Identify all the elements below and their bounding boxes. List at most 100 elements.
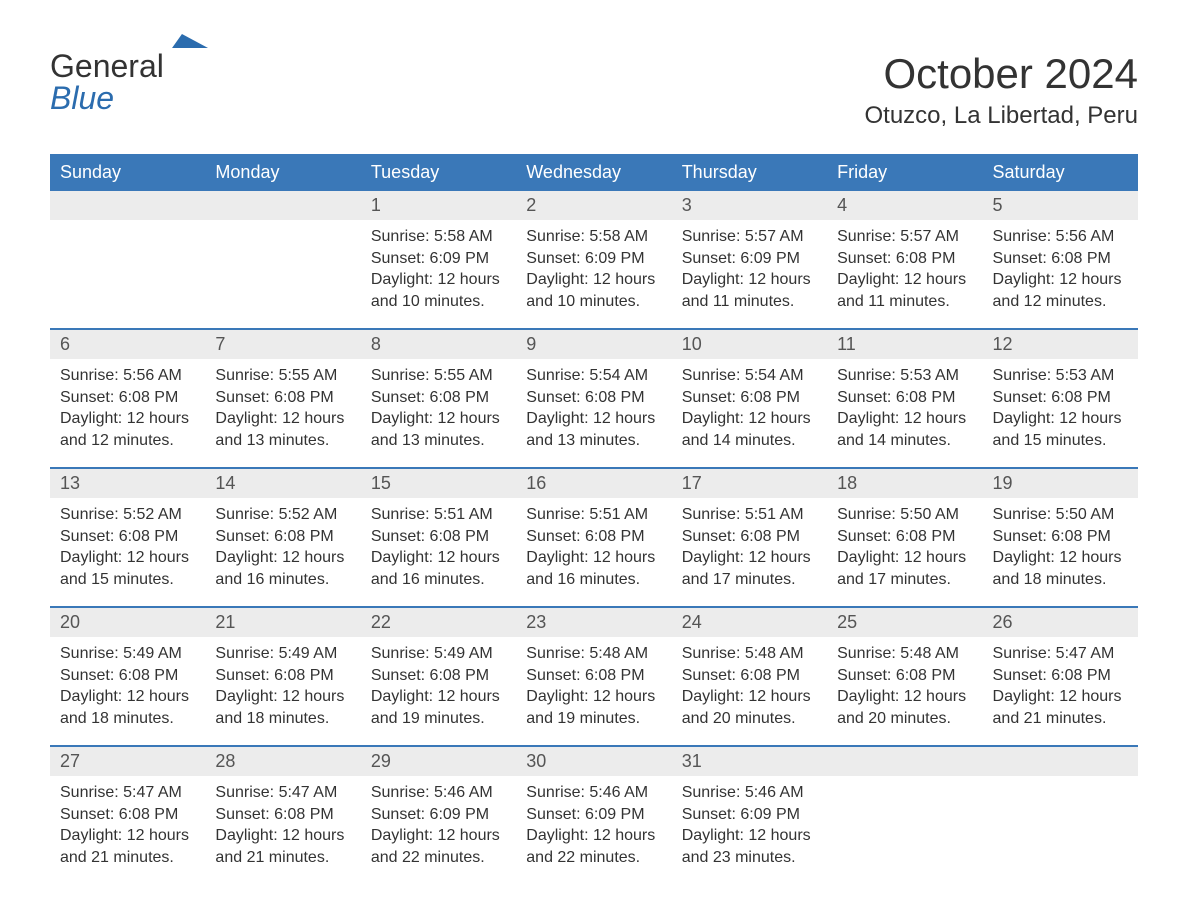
sunrise-text: Sunrise: 5:52 AM [60, 504, 195, 526]
sunrise-text: Sunrise: 5:49 AM [371, 643, 506, 665]
day-cell: Sunrise: 5:54 AMSunset: 6:08 PMDaylight:… [516, 359, 671, 467]
daylight-text-line1: Daylight: 12 hours [371, 686, 506, 708]
sunset-text: Sunset: 6:08 PM [215, 804, 350, 826]
sunset-text: Sunset: 6:08 PM [215, 665, 350, 687]
sunrise-text: Sunrise: 5:47 AM [215, 782, 350, 804]
day-number: 30 [516, 747, 671, 776]
sunrise-text: Sunrise: 5:54 AM [682, 365, 817, 387]
day-header-sunday: Sunday [50, 154, 205, 191]
day-header-friday: Friday [827, 154, 982, 191]
daylight-text-line2: and 14 minutes. [837, 430, 972, 452]
day-number: 22 [361, 608, 516, 637]
sunset-text: Sunset: 6:08 PM [682, 526, 817, 548]
day-number-row: 2728293031 [50, 747, 1138, 776]
day-number: 24 [672, 608, 827, 637]
sunrise-text: Sunrise: 5:57 AM [837, 226, 972, 248]
daylight-text-line2: and 18 minutes. [993, 569, 1128, 591]
sunset-text: Sunset: 6:08 PM [993, 387, 1128, 409]
sunrise-text: Sunrise: 5:50 AM [993, 504, 1128, 526]
day-cell: Sunrise: 5:48 AMSunset: 6:08 PMDaylight:… [516, 637, 671, 745]
sunset-text: Sunset: 6:09 PM [371, 804, 506, 826]
week-row: 6789101112Sunrise: 5:56 AMSunset: 6:08 P… [50, 328, 1138, 467]
sunrise-text: Sunrise: 5:55 AM [371, 365, 506, 387]
day-cell: Sunrise: 5:50 AMSunset: 6:08 PMDaylight:… [827, 498, 982, 606]
day-number: 14 [205, 469, 360, 498]
day-cell: Sunrise: 5:55 AMSunset: 6:08 PMDaylight:… [361, 359, 516, 467]
sunrise-text: Sunrise: 5:51 AM [371, 504, 506, 526]
day-cell: Sunrise: 5:49 AMSunset: 6:08 PMDaylight:… [50, 637, 205, 745]
sunrise-text: Sunrise: 5:56 AM [60, 365, 195, 387]
daylight-text-line1: Daylight: 12 hours [682, 825, 817, 847]
day-content-row: Sunrise: 5:52 AMSunset: 6:08 PMDaylight:… [50, 498, 1138, 606]
day-header-row: Sunday Monday Tuesday Wednesday Thursday… [50, 154, 1138, 191]
daylight-text-line1: Daylight: 12 hours [526, 269, 661, 291]
sunset-text: Sunset: 6:08 PM [837, 665, 972, 687]
daylight-text-line2: and 13 minutes. [526, 430, 661, 452]
sunset-text: Sunset: 6:09 PM [682, 804, 817, 826]
sunrise-text: Sunrise: 5:48 AM [682, 643, 817, 665]
week-row: 13141516171819Sunrise: 5:52 AMSunset: 6:… [50, 467, 1138, 606]
day-cell: Sunrise: 5:47 AMSunset: 6:08 PMDaylight:… [50, 776, 205, 884]
sunrise-text: Sunrise: 5:54 AM [526, 365, 661, 387]
day-content-row: Sunrise: 5:47 AMSunset: 6:08 PM Daylight:… [50, 776, 1138, 884]
daylight-text-line2: and 22 minutes. [371, 847, 506, 869]
day-cell: Sunrise: 5:53 AMSunset: 6:08 PMDaylight:… [983, 359, 1138, 467]
day-number: 28 [205, 747, 360, 776]
day-content-row: Sunrise: 5:49 AMSunset: 6:08 PMDaylight:… [50, 637, 1138, 745]
day-number: 7 [205, 330, 360, 359]
day-number: 11 [827, 330, 982, 359]
daylight-text-line2: and 21 minutes. [993, 708, 1128, 730]
daylight-text-line2: and 23 minutes. [682, 847, 817, 869]
daylight-text-line1: Daylight: 12 hours [60, 547, 195, 569]
daylight-text-line1: Daylight: 12 hours [837, 269, 972, 291]
day-number [205, 191, 360, 220]
sunrise-text: Sunrise: 5:48 AM [526, 643, 661, 665]
daylight-text-line2: and 21 minutes. [215, 847, 350, 869]
day-number: 15 [361, 469, 516, 498]
daylight-text-line1: Daylight: 12 hours [682, 269, 817, 291]
day-cell: Sunrise: 5:48 AMSunset: 6:08 PMDaylight:… [672, 637, 827, 745]
day-number: 19 [983, 469, 1138, 498]
daylight-text-line1: Daylight: 12 hours [371, 825, 506, 847]
daylight-text-line1: Daylight: 12 hours [526, 825, 661, 847]
daylight-text-line2: and 21 minutes. [60, 847, 195, 869]
day-cell: Sunrise: 5:47 AMSunset: 6:08 PMDaylight:… [205, 776, 360, 884]
day-number: 1 [361, 191, 516, 220]
day-header-tuesday: Tuesday [361, 154, 516, 191]
sunrise-text: Sunrise: 5:51 AM [526, 504, 661, 526]
daylight-text-line1: Daylight: 12 hours [837, 686, 972, 708]
sunrise-text: Sunrise: 5:53 AM [837, 365, 972, 387]
daylight-text-line2: and 18 minutes. [215, 708, 350, 730]
daylight-text-line2: and 11 minutes. [682, 291, 817, 313]
sunrise-text: Sunrise: 5:49 AM [215, 643, 350, 665]
daylight-text-line1: Daylight: 12 hours [371, 269, 506, 291]
daylight-text-line2: and 12 minutes. [993, 291, 1128, 313]
daylight-text-line1: Daylight: 12 hours [60, 686, 195, 708]
day-number: 27 [50, 747, 205, 776]
day-cell: Sunrise: 5:49 AMSunset: 6:08 PMDaylight:… [361, 637, 516, 745]
sunrise-text: Sunrise: 5:52 AM [215, 504, 350, 526]
sunrise-text: Sunrise: 5:51 AM [682, 504, 817, 526]
sunrise-text: Sunrise: 5:53 AM [993, 365, 1128, 387]
sunset-text: Sunset: 6:08 PM [993, 248, 1128, 270]
daylight-text-line1: Daylight: 12 hours [993, 686, 1128, 708]
sunset-text: Sunset: 6:08 PM [371, 665, 506, 687]
daylight-text-line1: Daylight: 12 hours [682, 547, 817, 569]
day-content-row: Sunrise: 5:58 AMSunset: 6:09 PMDaylight:… [50, 220, 1138, 328]
daylight-text-line2: and 16 minutes. [371, 569, 506, 591]
sunrise-text: Sunrise: 5:48 AM [837, 643, 972, 665]
header: General Blue October 2024 Otuzco, La Lib… [50, 50, 1138, 130]
daylight-text-line2: and 17 minutes. [682, 569, 817, 591]
day-header-thursday: Thursday [672, 154, 827, 191]
day-cell: Sunrise: 5:46 AMSunset: 6:09 PMDaylight:… [361, 776, 516, 884]
day-cell: Sunrise: 5:58 AMSunset: 6:09 PMDaylight:… [516, 220, 671, 328]
sunrise-text: Sunrise: 5:46 AM [682, 782, 817, 804]
sunset-text: Sunset: 6:08 PM [215, 526, 350, 548]
sunset-text: Sunset: 6:08 PM [682, 387, 817, 409]
day-cell: Sunrise: 5:49 AMSunset: 6:08 PMDaylight:… [205, 637, 360, 745]
sunrise-text: Sunrise: 5:47 AM [993, 643, 1128, 665]
sunrise-text: Sunrise: 5:58 AM [526, 226, 661, 248]
day-number: 2 [516, 191, 671, 220]
day-number: 23 [516, 608, 671, 637]
daylight-text-line1: Daylight: 12 hours [215, 547, 350, 569]
